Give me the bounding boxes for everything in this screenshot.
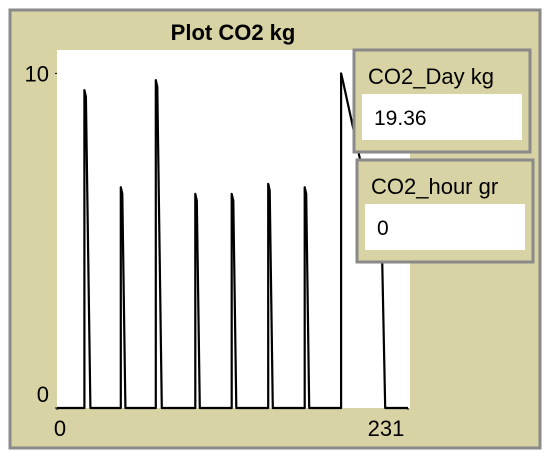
monitor-label: CO2_hour gr [371, 174, 498, 199]
x-tick-label: 231 [368, 416, 405, 441]
plot-title: Plot CO2 kg [171, 20, 296, 45]
plot-marks: 0 10 0 231 [25, 61, 409, 441]
x-tick-label: 0 [54, 416, 66, 441]
monitors: CO2_Day kg 19.36 CO2_hour gr 0 [352, 48, 535, 264]
monitor-value: 0 [377, 217, 389, 240]
series-line [57, 72, 408, 410]
y-tick-label: 10 [25, 61, 49, 86]
monitor-label: CO2_Day kg [368, 64, 494, 89]
monitor-field [362, 94, 522, 140]
y-tick-label: 0 [37, 382, 49, 407]
monitor-field [365, 204, 525, 250]
monitor-value: 19.36 [374, 107, 427, 130]
